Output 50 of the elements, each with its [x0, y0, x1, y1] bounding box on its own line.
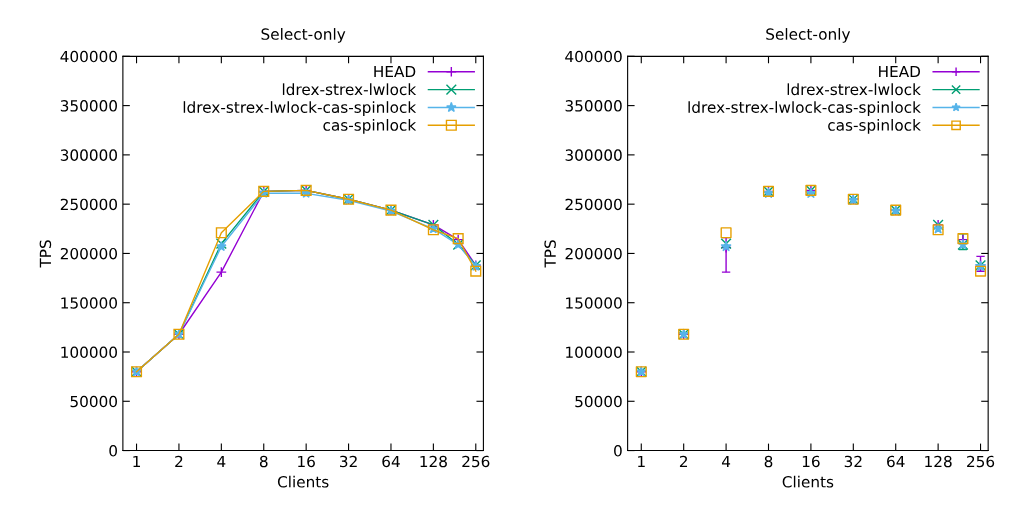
x-tick-label: 4 [217, 455, 226, 468]
x-tick-label: 64 [382, 455, 400, 468]
x-tick-label: 1 [638, 455, 645, 468]
y-tick-label: 150000 [61, 297, 117, 309]
x-tick-label: 4 [721, 455, 731, 468]
x-tick-label: 8 [259, 455, 268, 468]
y-tick-label: 150000 [566, 297, 622, 309]
y-tick-label: 50000 [70, 395, 117, 408]
x-tick-label: 128 [420, 455, 447, 468]
y-tick-label: 350000 [565, 100, 622, 112]
y-tick-label: 350000 [60, 100, 117, 112]
y-tick-label: 200000 [565, 247, 622, 260]
y-tick-label: 250000 [565, 198, 622, 211]
x-tick-label: 256 [967, 455, 995, 468]
x-tick-label: 16 [802, 455, 820, 468]
y-tick-label: 250000 [60, 198, 117, 211]
y-axis-title: TPS [544, 240, 556, 268]
legend-label: cas-spinlock [323, 119, 417, 134]
y-tick-label: 300000 [60, 149, 117, 161]
y-tick-label: 400000 [565, 50, 622, 63]
y-tick-label: 200000 [60, 247, 117, 260]
x-tick-label: 32 [340, 455, 357, 468]
legend-label: ldrex-strex-lwlock-cas-spinlock [688, 101, 921, 116]
y-tick-label: 100000 [61, 346, 117, 359]
y-tick-label: 0 [614, 445, 622, 457]
x-tick-label: 16 [298, 455, 315, 468]
x-tick-label: 2 [175, 455, 183, 468]
x-tick-label: 32 [844, 455, 862, 468]
legend-label: ldrex-strex-lwlock-cas-spinlock [183, 101, 417, 116]
x-tick-label: 8 [764, 455, 773, 468]
legend-label: cas-spinlock [828, 119, 921, 134]
x-tick-label: 64 [887, 455, 905, 468]
x-tick-label: 128 [925, 455, 952, 468]
y-tick-label: 50000 [575, 395, 622, 408]
y-tick-label: 100000 [566, 346, 622, 359]
y-tick-label: 300000 [565, 149, 622, 161]
y-tick-label: 0 [109, 445, 117, 457]
chart-title: Select-only [766, 28, 851, 43]
y-tick-label: 400000 [60, 50, 117, 63]
x-tick-label: 2 [679, 455, 688, 468]
x-tick-label: 1 [133, 455, 140, 468]
legend-label: HEAD [879, 65, 921, 78]
legend-label: ldrex-strex-lwlock [787, 83, 921, 96]
chart-title: Select-only [261, 28, 346, 43]
legend-label: HEAD [374, 65, 416, 78]
y-axis-title: TPS [39, 240, 52, 268]
legend-label: ldrex-strex-lwlock [282, 83, 417, 96]
x-axis-title: Clients [782, 475, 834, 488]
x-axis-title: Clients [277, 475, 329, 488]
x-tick-label: 256 [462, 455, 490, 468]
